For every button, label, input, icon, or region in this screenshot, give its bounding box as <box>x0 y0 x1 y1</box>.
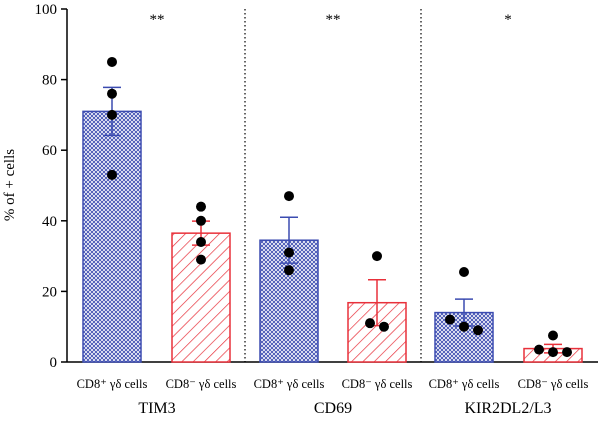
significance-marker: ** <box>326 12 341 28</box>
x-tick-label: CD8⁻ γδ cells <box>518 377 589 391</box>
data-point <box>107 56 117 67</box>
bar <box>82 110 142 363</box>
x-tick-label: CD8⁻ γδ cells <box>342 377 413 391</box>
y-tick-label: 20 <box>42 284 57 300</box>
y-tick-label: 0 <box>50 355 58 371</box>
y-axis-label: % of + cells <box>2 149 18 221</box>
significance-marker: * <box>504 12 512 28</box>
data-point <box>548 330 558 341</box>
data-point <box>459 321 469 332</box>
data-point <box>107 109 117 120</box>
data-point <box>372 251 382 262</box>
group-label: CD69 <box>314 400 352 417</box>
data-point <box>196 201 206 212</box>
data-point <box>534 344 544 355</box>
group-label: TIM3 <box>138 400 175 417</box>
data-point <box>284 247 294 258</box>
y-tick-label: 60 <box>42 143 57 159</box>
data-point <box>196 254 206 265</box>
data-point <box>284 265 294 276</box>
data-point <box>548 347 558 358</box>
y-tick-label: 100 <box>35 2 58 18</box>
data-point <box>107 169 117 180</box>
x-tick-label: CD8⁺ γδ cells <box>254 377 325 391</box>
data-point <box>473 325 483 336</box>
x-tick-label: CD8⁻ γδ cells <box>166 377 237 391</box>
y-tick-label: 80 <box>42 73 57 89</box>
data-point <box>445 314 455 325</box>
x-tick-label: CD8⁺ γδ cells <box>429 377 500 391</box>
data-point <box>107 88 117 99</box>
x-tick-label: CD8⁺ γδ cells <box>77 377 148 391</box>
significance-marker: ** <box>150 12 165 28</box>
data-point <box>459 266 469 277</box>
data-point <box>365 318 375 329</box>
group-label: KIR2DL2/L3 <box>464 400 551 417</box>
data-point <box>379 321 389 332</box>
data-point <box>284 191 294 202</box>
y-tick-label: 40 <box>42 214 57 230</box>
bar <box>171 232 231 363</box>
data-point <box>562 347 572 358</box>
data-point <box>196 236 206 247</box>
data-point <box>196 215 206 226</box>
